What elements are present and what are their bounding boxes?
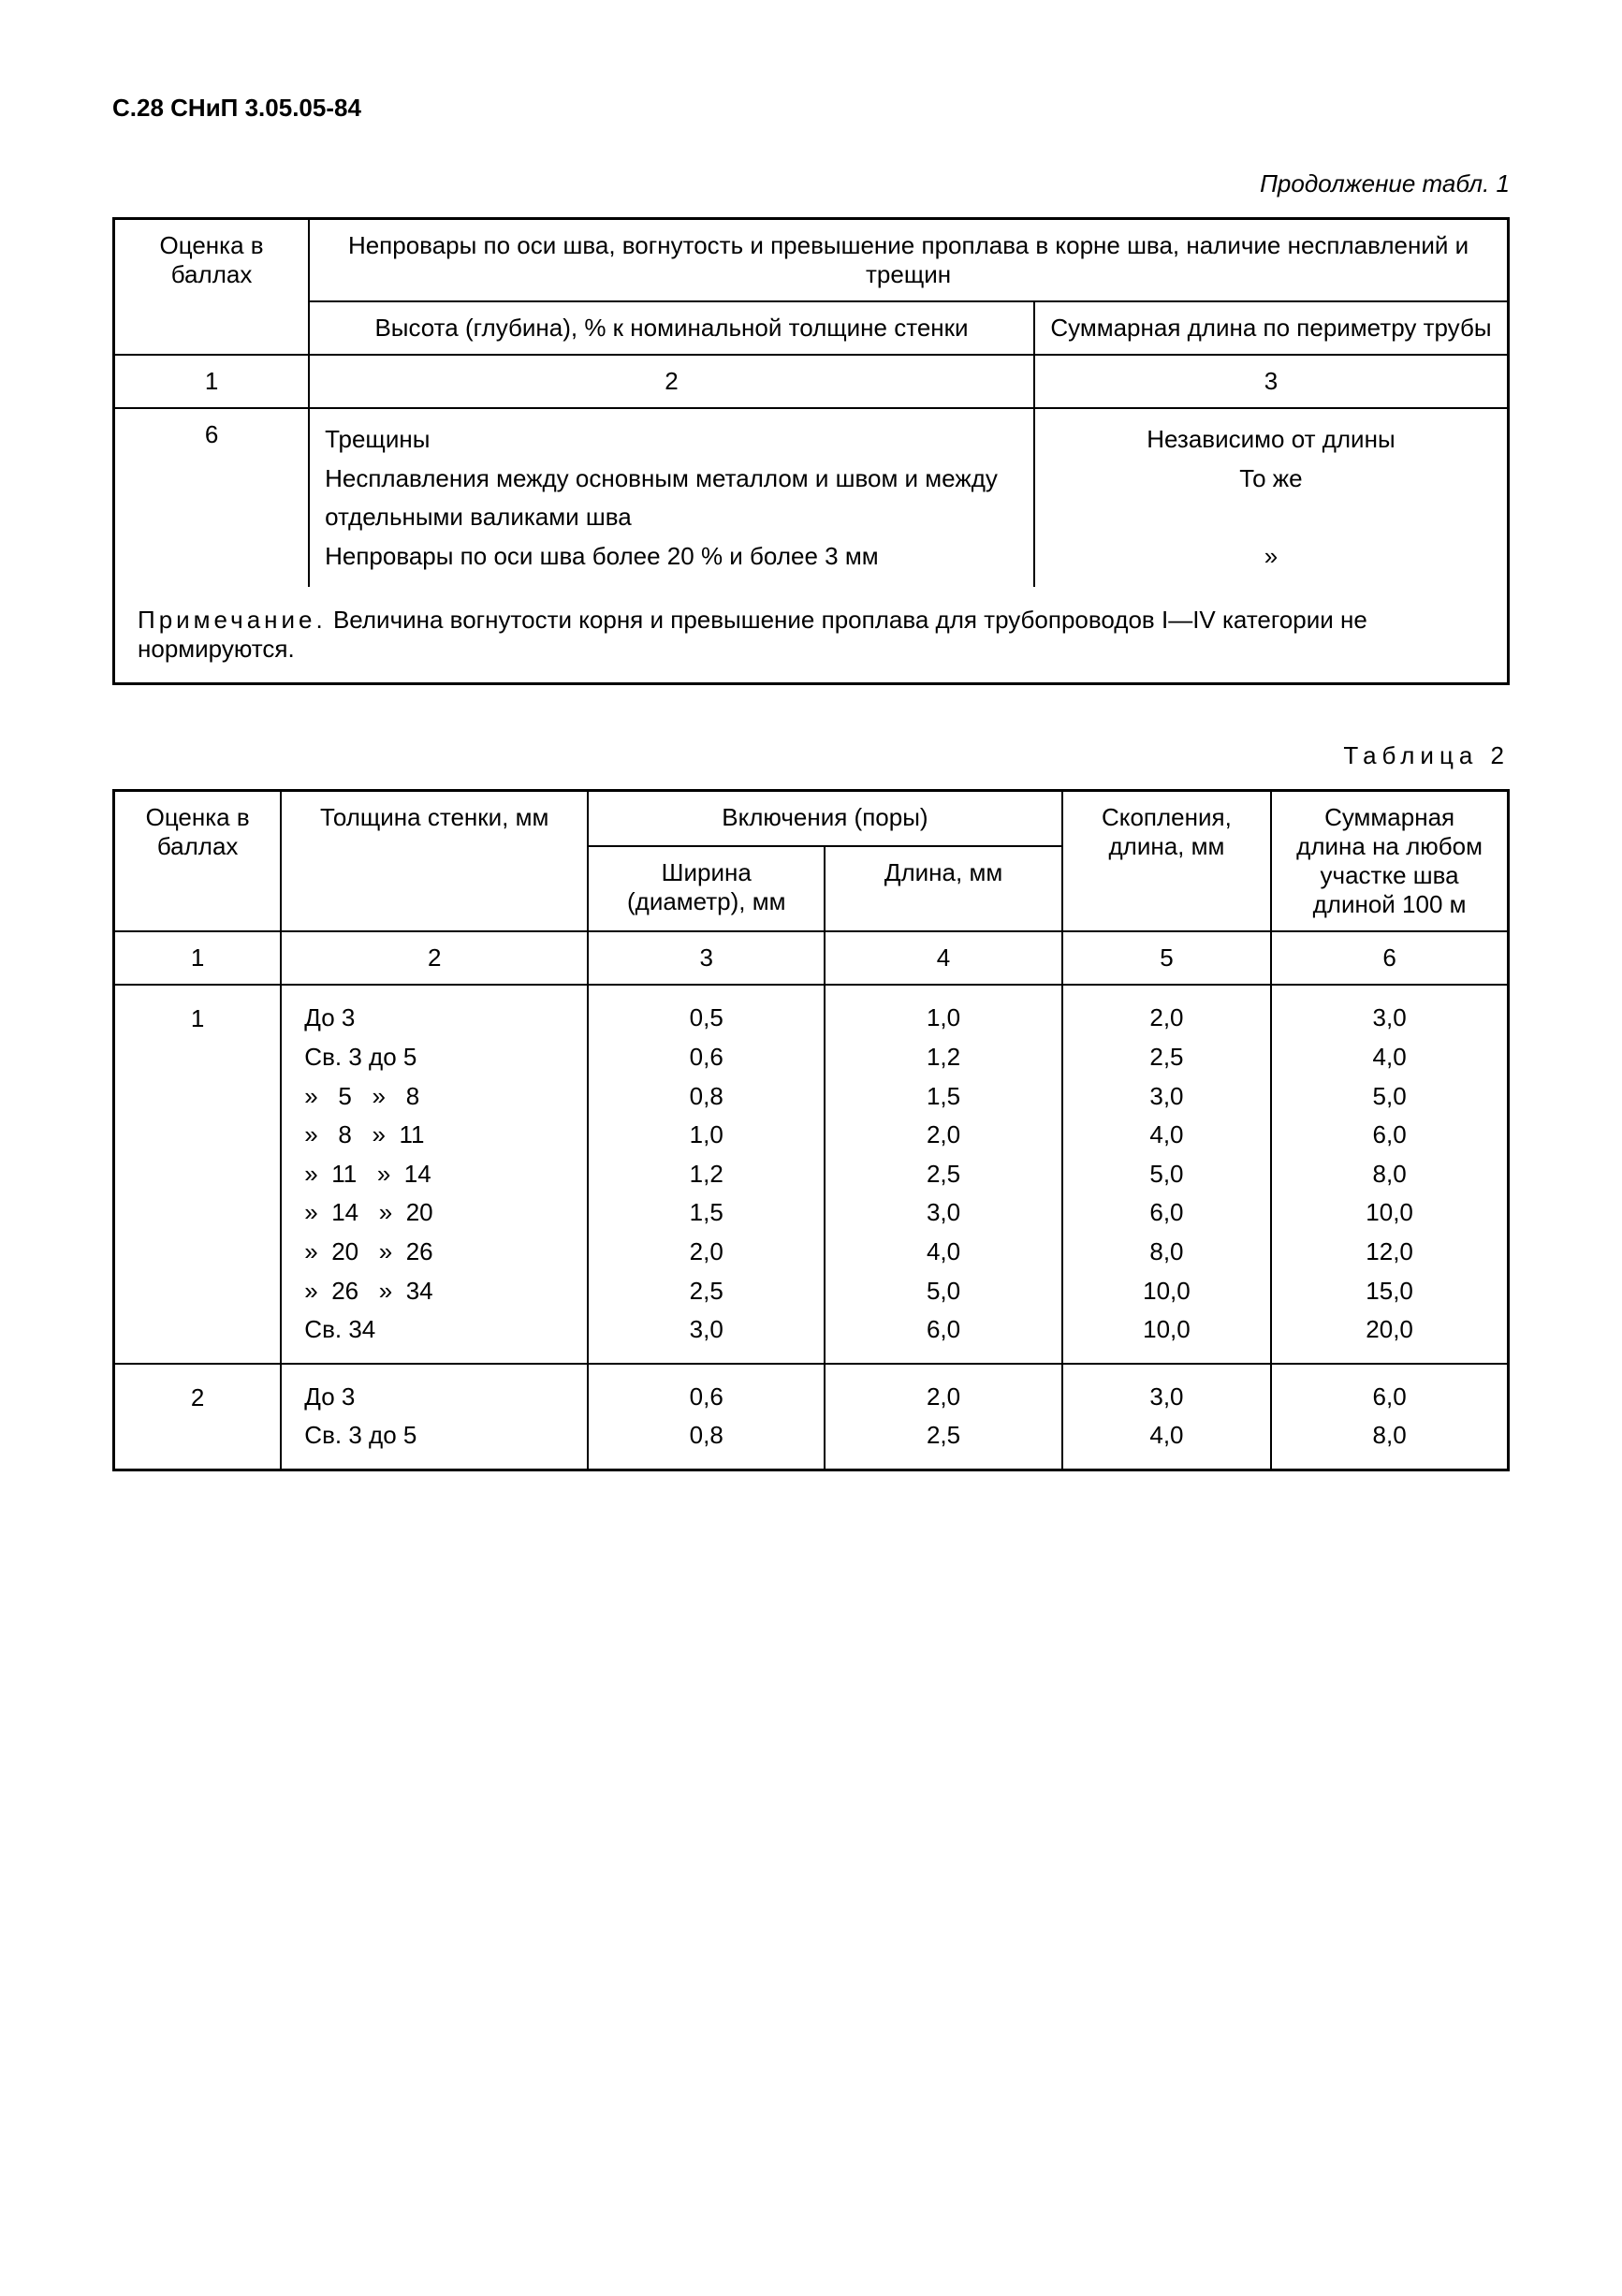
- table-cell: До 3Св. 3 до 5» 5 » 8» 8 » 11» 11 » 14» …: [281, 985, 588, 1363]
- table-cell: До 3Св. 3 до 5: [281, 1364, 588, 1470]
- t1-note-label: Примечание.: [138, 606, 327, 634]
- table1-caption: Продолжение табл. 1: [112, 169, 1510, 198]
- table-cell: 3,04,0: [1062, 1364, 1272, 1470]
- t2-h2: Толщина стенки, мм: [281, 791, 588, 932]
- t1-note: Примечание. Величина вогнутости корня и …: [114, 587, 1509, 684]
- t2-hgroup: Включения (поры): [588, 791, 1062, 846]
- t1-c2-l1: Трещины: [325, 420, 1018, 460]
- table1: Оценка в баллах Непровары по оси шва, во…: [112, 217, 1510, 685]
- t1-c2-l3: Непровары по оси шва более 20 % и более …: [325, 537, 1018, 577]
- table-row-score: 1: [114, 985, 282, 1363]
- table-cell: 0,60,8: [588, 1364, 825, 1470]
- table-cell: 0,50,60,81,01,21,52,02,53,0: [588, 985, 825, 1363]
- t1-row-col2: Трещины Несплавления между основным мета…: [309, 408, 1034, 587]
- t1-num-3: 3: [1034, 355, 1509, 408]
- t1-head-sub2: Высота (глубина), % к номинальной толщин…: [309, 301, 1034, 355]
- t2-h5: Скопления, длина, мм: [1062, 791, 1272, 932]
- t2-n1: 1: [114, 931, 282, 985]
- t1-c3-l3: »: [1050, 537, 1492, 577]
- t1-c2-l2: Несплавления между основным металлом и ш…: [325, 460, 1018, 537]
- table2-caption: Таблица 2: [112, 741, 1510, 770]
- t2-h6: Суммарная длина на любом участке шва дли…: [1271, 791, 1508, 932]
- table-cell: 6,08,0: [1271, 1364, 1508, 1470]
- t2-n5: 5: [1062, 931, 1272, 985]
- table-cell: 2,02,5: [825, 1364, 1061, 1470]
- page-header: С.28 СНиП 3.05.05-84: [112, 94, 1510, 123]
- t1-row-score: 6: [114, 408, 310, 587]
- table-cell: 3,04,05,06,08,010,012,015,020,0: [1271, 985, 1508, 1363]
- table-cell: 1,01,21,52,02,53,04,05,06,0: [825, 985, 1061, 1363]
- table-row-score: 2: [114, 1364, 282, 1470]
- t2-h3: Ширина (диаметр), мм: [588, 846, 825, 931]
- t1-head-sub3: Суммарная длина по периметру трубы: [1034, 301, 1509, 355]
- t1-c3-l2: То же: [1050, 460, 1492, 499]
- t1-head-col1: Оценка в баллах: [114, 219, 310, 356]
- t2-h4: Длина, мм: [825, 846, 1061, 931]
- t1-head-group: Непровары по оси шва, вогнутость и превы…: [309, 219, 1508, 302]
- t1-c3-l1: Независимо от длины: [1050, 420, 1492, 460]
- t2-n6: 6: [1271, 931, 1508, 985]
- t1-row-col3: Независимо от длины То же »: [1034, 408, 1509, 587]
- t1-num-1: 1: [114, 355, 310, 408]
- t2-n3: 3: [588, 931, 825, 985]
- t2-n2: 2: [281, 931, 588, 985]
- table2: Оценка в баллах Толщина стенки, мм Включ…: [112, 789, 1510, 1471]
- t2-h1: Оценка в баллах: [114, 791, 282, 932]
- table-cell: 2,02,53,04,05,06,08,010,010,0: [1062, 985, 1272, 1363]
- t1-num-2: 2: [309, 355, 1034, 408]
- t2-n4: 4: [825, 931, 1061, 985]
